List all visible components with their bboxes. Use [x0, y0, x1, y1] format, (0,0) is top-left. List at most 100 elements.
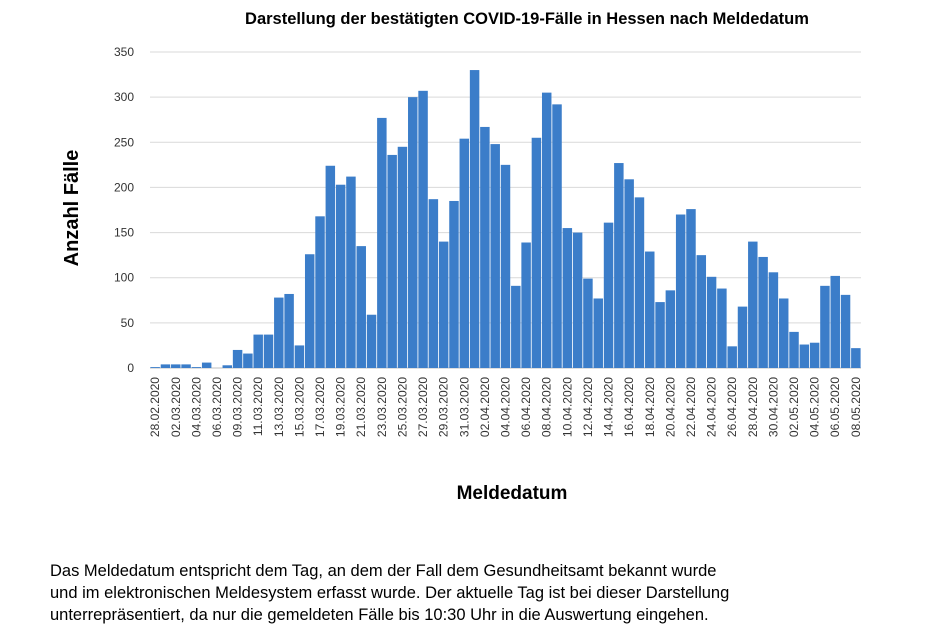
bar — [315, 216, 325, 368]
bar — [418, 90, 428, 368]
footnote-line: Das Meldedatum entspricht dem Tag, an de… — [50, 562, 717, 580]
bar — [243, 353, 253, 368]
x-tick-label: 13.03.2020 — [272, 377, 286, 437]
bar — [768, 272, 779, 368]
bar — [274, 297, 284, 368]
x-tick-label: 02.05.2020 — [787, 377, 801, 437]
bar — [459, 138, 470, 368]
x-tick-label: 23.03.2020 — [375, 377, 389, 437]
bar — [253, 334, 263, 368]
bar — [397, 146, 408, 368]
bar — [160, 364, 171, 368]
bar — [387, 154, 397, 368]
bar — [263, 334, 274, 368]
bar — [469, 70, 480, 369]
x-tick-label: 19.03.2020 — [334, 377, 348, 437]
x-tick-label: 28.04.2020 — [746, 377, 760, 437]
bar — [531, 137, 542, 368]
bar — [686, 209, 696, 368]
x-tick-label: 10.04.2020 — [560, 377, 574, 437]
bar — [346, 176, 356, 368]
bar — [717, 288, 727, 368]
bar — [583, 278, 593, 368]
bar — [428, 199, 439, 368]
x-tick-label: 06.04.2020 — [519, 377, 533, 437]
bar — [284, 293, 294, 368]
footnote: Das Meldedatum entspricht dem Tag, an de… — [50, 560, 920, 626]
x-tick-label: 08.05.2020 — [849, 377, 863, 437]
bar — [325, 165, 336, 368]
bar — [603, 222, 614, 368]
bar — [521, 242, 531, 368]
y-tick-label: 150 — [114, 226, 134, 240]
bar — [778, 298, 789, 368]
bar — [335, 184, 346, 368]
bar — [171, 364, 181, 368]
x-axis-label: Meldedatum — [457, 483, 568, 504]
x-tick-label: 24.04.2020 — [705, 377, 719, 437]
y-tick-label: 100 — [114, 271, 134, 285]
bar — [222, 365, 233, 368]
x-tick-label: 02.03.2020 — [169, 377, 183, 437]
x-tick-label: 16.04.2020 — [622, 377, 636, 437]
x-tick-label: 11.03.2020 — [251, 377, 265, 436]
x-tick-label: 26.04.2020 — [725, 377, 739, 437]
y-axis-label: Anzahl Fälle — [61, 150, 83, 267]
bar — [799, 344, 810, 368]
bar — [851, 348, 861, 368]
x-tick-label: 12.04.2020 — [581, 377, 595, 437]
x-tick-label: 27.03.2020 — [416, 377, 430, 437]
bar — [366, 314, 377, 368]
chart: Darstellung der bestätigten COVID-19-Fäl… — [61, 10, 863, 504]
bar — [727, 346, 737, 368]
x-tick-label: 06.03.2020 — [210, 377, 224, 437]
bar — [655, 302, 665, 368]
bar — [789, 331, 799, 368]
bar — [562, 228, 573, 368]
y-tick-label: 200 — [114, 180, 134, 194]
bar — [490, 144, 500, 368]
bar — [675, 214, 686, 368]
bar — [758, 256, 768, 368]
bar — [150, 367, 160, 368]
bar — [201, 362, 212, 368]
bar — [737, 306, 748, 368]
bar — [809, 342, 820, 368]
footnote-line: unterrepräsentiert, da nur die gemeldete… — [50, 606, 709, 624]
x-tick-label: 31.03.2020 — [457, 377, 471, 437]
x-tick-label: 06.05.2020 — [828, 377, 842, 437]
bar — [356, 246, 366, 368]
x-tick-label: 02.04.2020 — [478, 377, 492, 437]
x-tick-label: 28.02.2020 — [148, 377, 162, 437]
y-tick-label: 0 — [127, 361, 134, 375]
chart-title: Darstellung der bestätigten COVID-19-Fäl… — [245, 10, 809, 28]
bar — [181, 364, 191, 368]
y-tick-label: 350 — [114, 45, 134, 59]
x-tick-label: 22.04.2020 — [684, 377, 698, 437]
bar — [304, 254, 315, 368]
x-tick-label: 14.04.2020 — [602, 377, 616, 437]
bar — [748, 241, 758, 368]
y-tick-label: 300 — [114, 90, 134, 104]
bar — [294, 345, 305, 368]
x-tick-label: 25.03.2020 — [395, 377, 409, 437]
bar — [449, 200, 459, 368]
x-tick-label: 20.04.2020 — [663, 377, 677, 437]
x-tick-label: 04.05.2020 — [808, 377, 822, 437]
x-tick-label: 04.03.2020 — [189, 377, 203, 437]
y-tick-label: 50 — [121, 316, 135, 330]
bar — [377, 117, 387, 368]
bar — [438, 241, 449, 368]
y-tick-label: 250 — [114, 135, 134, 149]
bar — [408, 97, 418, 369]
bar — [634, 197, 645, 368]
x-tick-label: 30.04.2020 — [766, 377, 780, 437]
bar — [840, 294, 851, 368]
bar — [572, 232, 583, 368]
bar — [593, 298, 603, 368]
x-tick-label: 08.04.2020 — [540, 377, 554, 437]
bar — [830, 275, 840, 368]
bar — [706, 276, 717, 368]
bar — [511, 285, 521, 368]
